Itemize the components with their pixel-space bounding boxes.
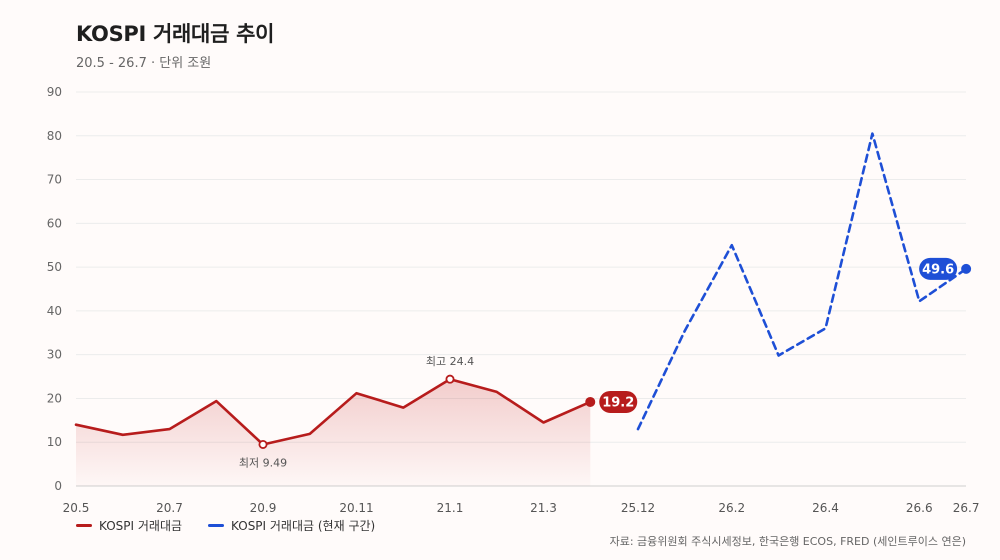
x-tick-label: 26.2 [718,501,745,515]
legend-label-series-2: KOSPI 거래대금 (현재 구간) [231,519,376,533]
x-tick-label: 20.9 [250,501,277,515]
y-tick-label: 40 [47,304,62,318]
x-tick-label: 20.11 [339,501,373,515]
source-note: 자료: 금융위원회 주식시세정보, 한국은행 ECOS, FRED (세인트루이… [609,535,966,548]
y-tick-label: 20 [47,391,62,405]
series-1-end-label: 19.2 [602,395,634,410]
y-tick-label: 70 [47,173,62,187]
series-2-end-point [961,263,972,274]
annotation-point [258,439,268,449]
series-1-end-label-pill [599,390,638,413]
y-tick-label: 90 [47,85,62,99]
y-tick-label: 60 [47,216,62,230]
x-tick-label: 26.6 [906,501,933,515]
x-tick-label: 26.4 [812,501,839,515]
x-tick-label: 21.3 [530,501,557,515]
series-2-end-label: 49.6 [922,262,954,277]
x-tick-label: 20.7 [156,501,183,515]
x-tick-label: 20.5 [63,501,90,515]
legend-item-series-2: KOSPI 거래대금 (현재 구간) [208,517,375,534]
annotation-label: 최고 24.4 [426,355,474,368]
y-tick-label: 50 [47,260,62,274]
x-tick-label: 25.12 [621,501,655,515]
y-tick-label: 10 [47,435,62,449]
y-tick-label: 0 [54,479,62,493]
series-1-area [76,379,591,486]
annotation-point [445,374,455,384]
annotation-label: 최저 9.49 [239,456,287,469]
y-tick-label: 80 [47,129,62,143]
legend-swatch-series-2 [208,524,225,527]
legend-item-series-1: KOSPI 거래대금 [76,517,182,534]
series-2-line [636,132,968,431]
legend-swatch-series-1 [76,524,92,527]
y-tick-label: 30 [47,348,62,362]
legend-label-series-1: KOSPI 거래대금 [99,519,183,533]
x-tick-label: 21.1 [437,501,464,515]
chart-subtitle: 20.5 - 26.7 · 단위 조원 [76,56,212,71]
chart-legend: KOSPI 거래대금 KOSPI 거래대금 (현재 구간) [76,517,375,534]
series-1-end-point [585,396,596,407]
series-2-end-label-pill [919,257,958,280]
x-tick-label: 26.7 [953,501,980,515]
series-1-line [74,377,592,446]
chart-title: KOSPI 거래대금 추이 [76,22,275,46]
